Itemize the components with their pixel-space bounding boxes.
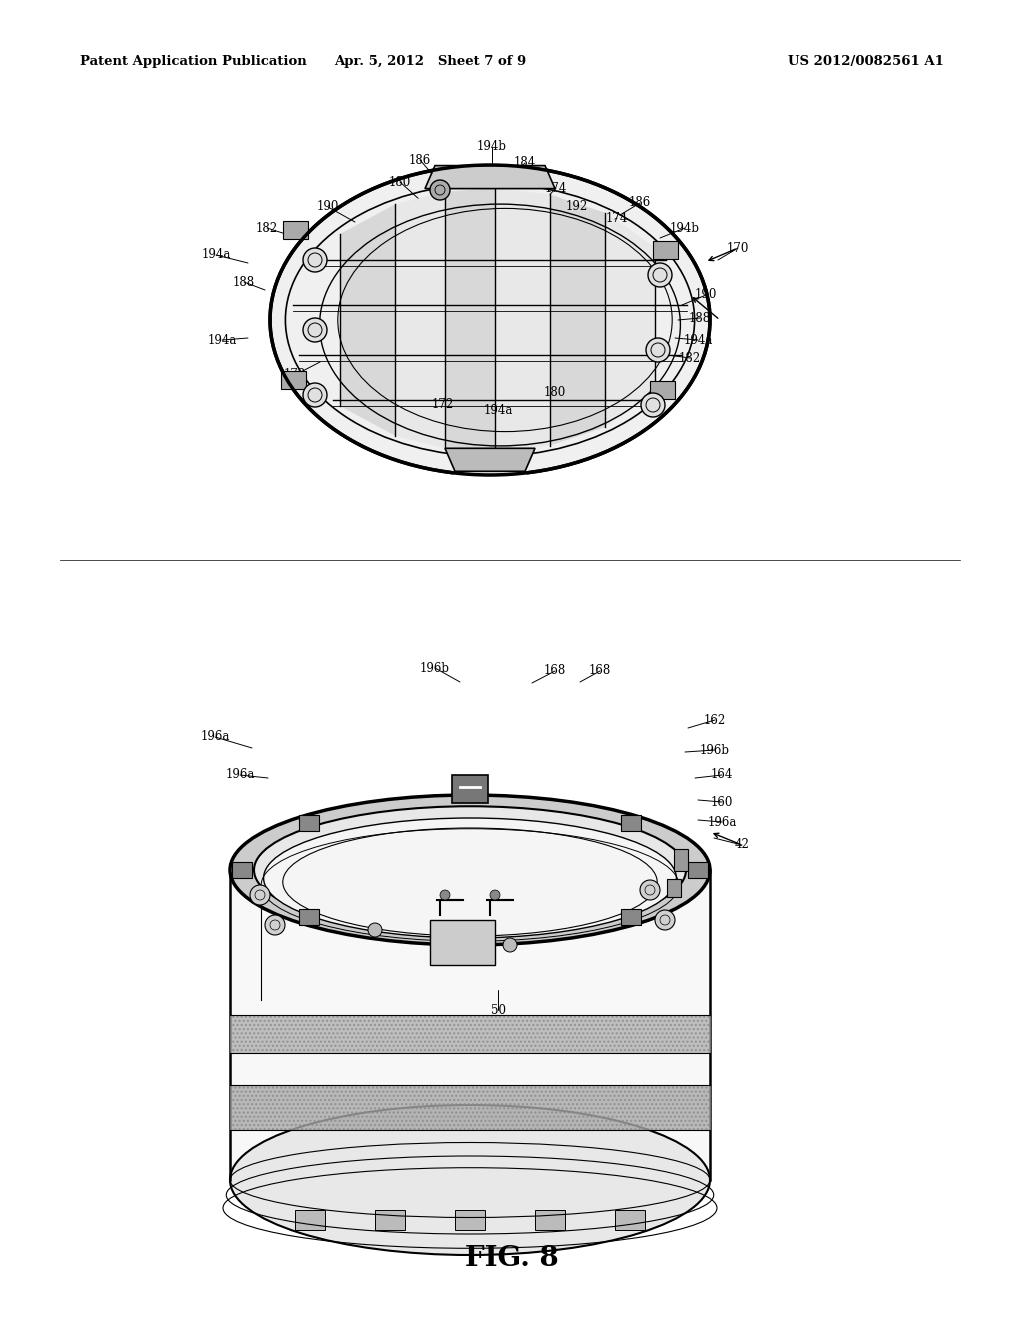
Polygon shape bbox=[230, 870, 710, 1180]
Circle shape bbox=[641, 393, 665, 417]
Bar bbox=[299, 816, 318, 832]
Circle shape bbox=[648, 263, 672, 286]
Text: 182: 182 bbox=[256, 222, 279, 235]
Text: FIG. 8: FIG. 8 bbox=[465, 1245, 559, 1271]
Circle shape bbox=[265, 915, 285, 935]
Text: 188: 188 bbox=[689, 312, 711, 325]
Text: 160: 160 bbox=[711, 796, 733, 808]
Polygon shape bbox=[605, 213, 655, 428]
Bar bbox=[283, 220, 307, 239]
Circle shape bbox=[503, 939, 517, 952]
Text: 174: 174 bbox=[606, 211, 628, 224]
Bar bbox=[535, 1210, 565, 1230]
Text: 172: 172 bbox=[432, 399, 454, 412]
Polygon shape bbox=[230, 1015, 710, 1053]
Text: 186: 186 bbox=[629, 197, 651, 210]
Bar bbox=[688, 862, 708, 878]
Text: 194a: 194a bbox=[207, 334, 237, 346]
Text: Apr. 5, 2012   Sheet 7 of 9: Apr. 5, 2012 Sheet 7 of 9 bbox=[334, 55, 526, 69]
Bar bbox=[232, 862, 252, 878]
Circle shape bbox=[655, 909, 675, 931]
Text: 170: 170 bbox=[727, 242, 750, 255]
Text: 186: 186 bbox=[409, 153, 431, 166]
Polygon shape bbox=[495, 189, 550, 451]
Text: 196a: 196a bbox=[225, 768, 255, 781]
Ellipse shape bbox=[230, 1105, 710, 1255]
Circle shape bbox=[440, 890, 450, 900]
Text: 196a: 196a bbox=[360, 829, 390, 842]
Polygon shape bbox=[445, 449, 535, 471]
Text: 172: 172 bbox=[284, 368, 306, 381]
Bar bbox=[649, 381, 675, 399]
Text: 168: 168 bbox=[327, 813, 349, 826]
Bar bbox=[281, 371, 305, 389]
Text: 42: 42 bbox=[734, 838, 750, 851]
Text: 194a: 194a bbox=[202, 248, 230, 261]
Text: 190: 190 bbox=[695, 289, 717, 301]
Bar bbox=[622, 816, 641, 832]
Text: 50: 50 bbox=[490, 1003, 506, 1016]
Text: 196a: 196a bbox=[708, 816, 736, 829]
Circle shape bbox=[303, 383, 327, 407]
Ellipse shape bbox=[270, 165, 710, 475]
Polygon shape bbox=[395, 191, 445, 449]
Text: 196b: 196b bbox=[700, 743, 730, 756]
Text: 196a: 196a bbox=[201, 730, 229, 743]
Polygon shape bbox=[425, 165, 555, 189]
Ellipse shape bbox=[263, 818, 677, 939]
Text: 180: 180 bbox=[544, 385, 566, 399]
Text: 166: 166 bbox=[374, 843, 396, 857]
Text: 174: 174 bbox=[545, 181, 567, 194]
Bar bbox=[652, 242, 678, 259]
Text: 194b: 194b bbox=[477, 140, 507, 153]
Circle shape bbox=[640, 880, 660, 900]
Circle shape bbox=[368, 923, 382, 937]
Text: 188: 188 bbox=[232, 276, 255, 289]
Text: 190: 190 bbox=[316, 201, 339, 214]
Circle shape bbox=[303, 318, 327, 342]
Polygon shape bbox=[550, 194, 605, 446]
Text: 182: 182 bbox=[679, 351, 701, 364]
Bar bbox=[674, 849, 688, 871]
Circle shape bbox=[430, 180, 450, 201]
Bar bbox=[295, 1210, 325, 1230]
Text: 168: 168 bbox=[442, 825, 464, 838]
Bar bbox=[375, 1210, 406, 1230]
Circle shape bbox=[490, 890, 500, 900]
Bar bbox=[615, 1210, 645, 1230]
Circle shape bbox=[250, 884, 270, 906]
Text: Patent Application Publication: Patent Application Publication bbox=[80, 55, 307, 69]
Text: US 2012/0082561 A1: US 2012/0082561 A1 bbox=[788, 55, 944, 69]
Text: 184: 184 bbox=[514, 157, 537, 169]
Bar bbox=[299, 908, 318, 925]
Text: 192: 192 bbox=[566, 201, 588, 214]
Bar bbox=[452, 775, 488, 803]
Bar bbox=[667, 879, 681, 898]
Bar bbox=[455, 1210, 485, 1230]
Polygon shape bbox=[445, 189, 495, 451]
Circle shape bbox=[646, 338, 670, 362]
Text: 180: 180 bbox=[389, 176, 411, 189]
Text: 194a: 194a bbox=[483, 404, 513, 417]
Text: 196b: 196b bbox=[420, 661, 450, 675]
Circle shape bbox=[303, 248, 327, 272]
Polygon shape bbox=[340, 205, 395, 436]
Polygon shape bbox=[230, 1085, 710, 1130]
Bar bbox=[430, 920, 495, 965]
Text: 194a: 194a bbox=[683, 334, 713, 346]
Text: 162: 162 bbox=[703, 714, 726, 726]
Text: 168: 168 bbox=[544, 664, 566, 677]
Text: 168: 168 bbox=[589, 664, 611, 677]
Bar bbox=[622, 908, 641, 925]
Text: 164: 164 bbox=[711, 768, 733, 781]
Ellipse shape bbox=[254, 807, 686, 933]
Text: 194b: 194b bbox=[670, 222, 700, 235]
Ellipse shape bbox=[230, 795, 710, 945]
